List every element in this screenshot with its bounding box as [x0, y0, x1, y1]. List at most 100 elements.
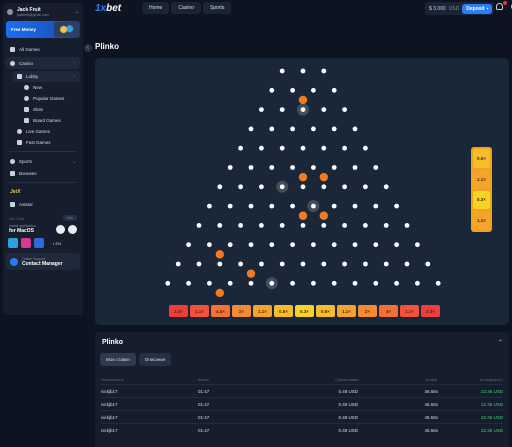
- peg: [321, 261, 327, 267]
- peg: [321, 68, 327, 74]
- sidebar-item-jetx[interactable]: JetX: [6, 186, 80, 198]
- grid-icon: [10, 46, 15, 52]
- peg: [238, 261, 244, 267]
- tab-description[interactable]: Описание: [138, 353, 172, 366]
- table-cell: 22.36 USD: [480, 414, 503, 420]
- sidebar: Jack Fruit jackfruit@gmail.com ⌄ Free Mo…: [3, 3, 83, 315]
- peg: [227, 280, 233, 286]
- collapse-sidebar-button[interactable]: ‹: [84, 44, 92, 52]
- support-button[interactable]: Online Support Contact Manager: [6, 253, 80, 270]
- peg: [352, 242, 358, 248]
- install-app: Install application for MacOS: [9, 224, 77, 234]
- peg: [217, 184, 223, 190]
- brand-logo[interactable]: 1xbet: [95, 3, 121, 14]
- ball: [298, 172, 308, 182]
- profile-card[interactable]: Jack Fruit jackfruit@gmail.com ⌄: [3, 3, 83, 21]
- sidebar-item-new[interactable]: New: [20, 82, 80, 93]
- peg: [352, 280, 358, 286]
- nav-sports[interactable]: Sports: [202, 2, 232, 14]
- table-cell: 22.36 USD: [480, 401, 503, 407]
- flag-icon: ▪: [53, 240, 56, 246]
- peg: [331, 280, 337, 286]
- table-row: nickjb17 01:47 0.48 USD 46.58x 22.36 USD: [101, 423, 503, 436]
- peg: [352, 126, 358, 132]
- peg: [269, 203, 275, 209]
- promo-banner[interactable]: Free Money: [6, 21, 80, 38]
- peg: [279, 68, 285, 74]
- sidebar-item-bonuses[interactable]: Bonuses: [6, 167, 80, 179]
- table-cell: 01:47: [198, 427, 210, 433]
- chevron-up-icon[interactable]: ⌃: [497, 340, 503, 346]
- language-selector[interactable]: ▪ EN: [53, 241, 61, 246]
- ball: [319, 172, 328, 182]
- plinko-board[interactable]: [95, 58, 509, 325]
- ball: [298, 211, 308, 220]
- sidebar-item-label: Slots: [33, 107, 44, 112]
- balance-currency[interactable]: USD: [448, 5, 460, 12]
- chevron-down-icon[interactable]: ⌄: [74, 9, 79, 15]
- gift-icon: [10, 170, 15, 176]
- peg: [404, 223, 410, 228]
- peg: [383, 184, 389, 190]
- peg: [383, 261, 389, 267]
- peg: [207, 280, 212, 286]
- sidebar-item-label: Fast Games: [26, 140, 51, 145]
- peg: [207, 203, 212, 209]
- balance-widget[interactable]: $ 3.000 USD Deposit ▪: [425, 2, 495, 15]
- peg: [290, 87, 295, 93]
- multiplier-slot: 1.1×: [253, 305, 272, 317]
- telegram-icon[interactable]: [8, 238, 18, 248]
- chevron-down-icon: ⌄: [72, 158, 76, 164]
- sidebar-item-slots[interactable]: Slots: [20, 104, 80, 115]
- peg: [279, 107, 285, 112]
- sidebar-item-live-games[interactable]: Live Games: [13, 126, 80, 137]
- sidebar-item-aviator[interactable]: Aviator: [6, 198, 80, 210]
- logo-suffix: bet: [106, 3, 122, 14]
- sidebar-item-all-games[interactable]: All Games: [6, 43, 80, 55]
- peg: [404, 261, 410, 267]
- instagram-icon[interactable]: [21, 238, 31, 248]
- peg: [435, 280, 441, 286]
- install-line2: for MacOS: [9, 228, 35, 234]
- nav-casino[interactable]: Casino: [171, 2, 201, 14]
- facebook-icon[interactable]: [34, 238, 44, 248]
- promo-label: Free Money: [11, 27, 37, 32]
- notifications-button[interactable]: [496, 1, 507, 12]
- support-line1: Online Support: [22, 256, 46, 261]
- sidebar-item-sports[interactable]: Sports ⌄: [6, 155, 80, 167]
- peg: [373, 203, 379, 209]
- peg: [269, 242, 275, 248]
- deposit-button[interactable]: Deposit ▪: [462, 3, 493, 14]
- peg: [300, 223, 306, 228]
- peg: [300, 145, 306, 151]
- peg: [248, 242, 254, 248]
- tab-my-bets[interactable]: Мои ставки: [100, 353, 136, 366]
- plane-icon: [10, 201, 15, 207]
- chevron-up-icon: ⌃: [72, 60, 76, 66]
- table-cell: 22.36 USD: [480, 388, 503, 394]
- sidebar-item-lobby[interactable]: Lobby ⌃: [13, 71, 80, 82]
- peg: [321, 184, 327, 190]
- multiplier-slot: 2.3×: [169, 305, 188, 317]
- col-time: Время: [198, 378, 209, 382]
- sidebar-item-board-games[interactable]: Board Games: [20, 115, 80, 126]
- multiplier-slot: 4.4×: [211, 305, 230, 317]
- balance-amount: $ 3.000: [429, 5, 446, 12]
- apple-icon[interactable]: [68, 224, 77, 234]
- peg: [342, 107, 347, 112]
- multiplier-slot: 0.6×: [274, 305, 293, 317]
- sidebar-item-casino[interactable]: Casino ⌃: [6, 57, 80, 69]
- nav-home[interactable]: Home: [142, 2, 170, 14]
- android-icon[interactable]: [56, 224, 65, 234]
- lobby-submenu: New Popular Games Slots Board Games: [13, 82, 80, 126]
- peg: [373, 280, 379, 286]
- vip-join-button[interactable]: Join: [62, 215, 77, 221]
- install-line1: Install application: [9, 224, 36, 228]
- sidebar-item-popular[interactable]: Popular Games: [20, 93, 80, 104]
- sidebar-item-fast-games[interactable]: Fast Games: [13, 137, 80, 148]
- board-games-icon: [24, 118, 29, 123]
- table-cell: 46.58x: [424, 427, 438, 433]
- peg: [186, 242, 191, 248]
- peg: [425, 261, 431, 267]
- top-nav: Home Casino Sports: [142, 2, 232, 14]
